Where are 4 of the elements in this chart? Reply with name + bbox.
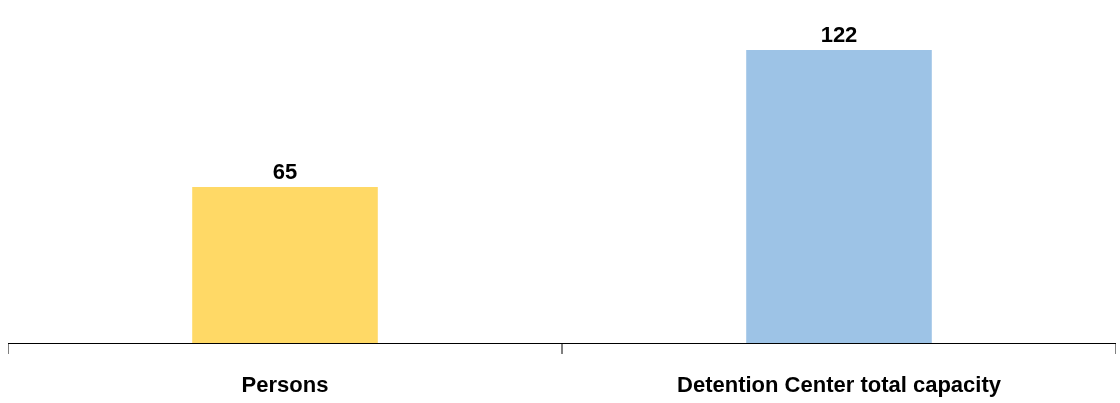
- x-tick-label: Persons: [241, 372, 329, 398]
- x-tick-label: Detention Center total capacity: [677, 372, 1002, 398]
- data-label: 122: [820, 22, 858, 48]
- data-label: 65: [272, 158, 298, 184]
